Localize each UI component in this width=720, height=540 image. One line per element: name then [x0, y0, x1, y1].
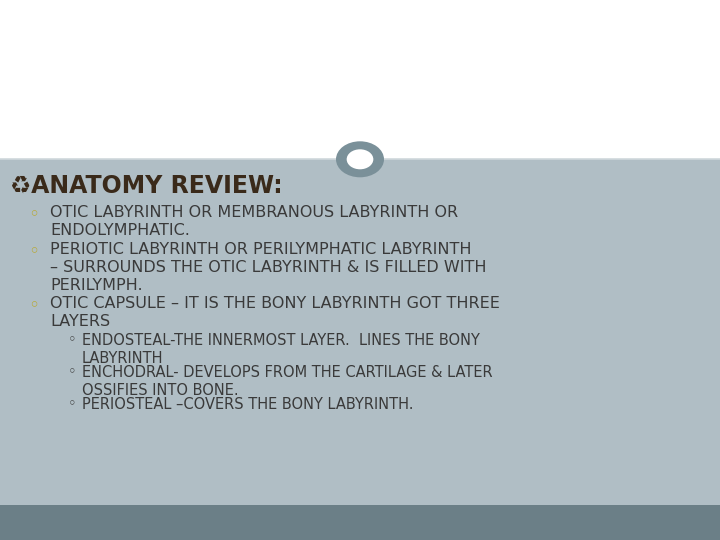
Text: ◦: ◦: [68, 333, 76, 348]
Text: ENCHODRAL- DEVELOPS FROM THE CARTILAGE & LATER
OSSIFIES INTO BONE.: ENCHODRAL- DEVELOPS FROM THE CARTILAGE &…: [82, 365, 492, 398]
Text: ◦: ◦: [28, 296, 39, 315]
Text: ◦: ◦: [28, 205, 39, 224]
Bar: [0, 505, 720, 540]
Text: ♻ANATOMY REVIEW:: ♻ANATOMY REVIEW:: [10, 173, 283, 197]
Bar: [0, 159, 720, 505]
Text: ◦: ◦: [68, 397, 76, 412]
Circle shape: [336, 141, 384, 177]
Text: OTIC CAPSULE – IT IS THE BONY LABYRINTH GOT THREE
LAYERS: OTIC CAPSULE – IT IS THE BONY LABYRINTH …: [50, 296, 500, 329]
Text: ◦: ◦: [68, 365, 76, 380]
Text: ◦: ◦: [28, 242, 39, 261]
Circle shape: [346, 149, 374, 170]
Text: ENDOSTEAL-THE INNERMOST LAYER.  LINES THE BONY
LABYRINTH: ENDOSTEAL-THE INNERMOST LAYER. LINES THE…: [82, 333, 480, 366]
Text: PERIOSTEAL –COVERS THE BONY LABYRINTH.: PERIOSTEAL –COVERS THE BONY LABYRINTH.: [82, 397, 413, 412]
Text: PERIOTIC LABYRINTH OR PERILYMPHATIC LABYRINTH
– SURROUNDS THE OTIC LABYRINTH & I: PERIOTIC LABYRINTH OR PERILYMPHATIC LABY…: [50, 242, 487, 293]
Bar: [0, 0, 720, 159]
Text: OTIC LABYRINTH OR MEMBRANOUS LABYRINTH OR
ENDOLYMPHATIC.: OTIC LABYRINTH OR MEMBRANOUS LABYRINTH O…: [50, 205, 458, 238]
